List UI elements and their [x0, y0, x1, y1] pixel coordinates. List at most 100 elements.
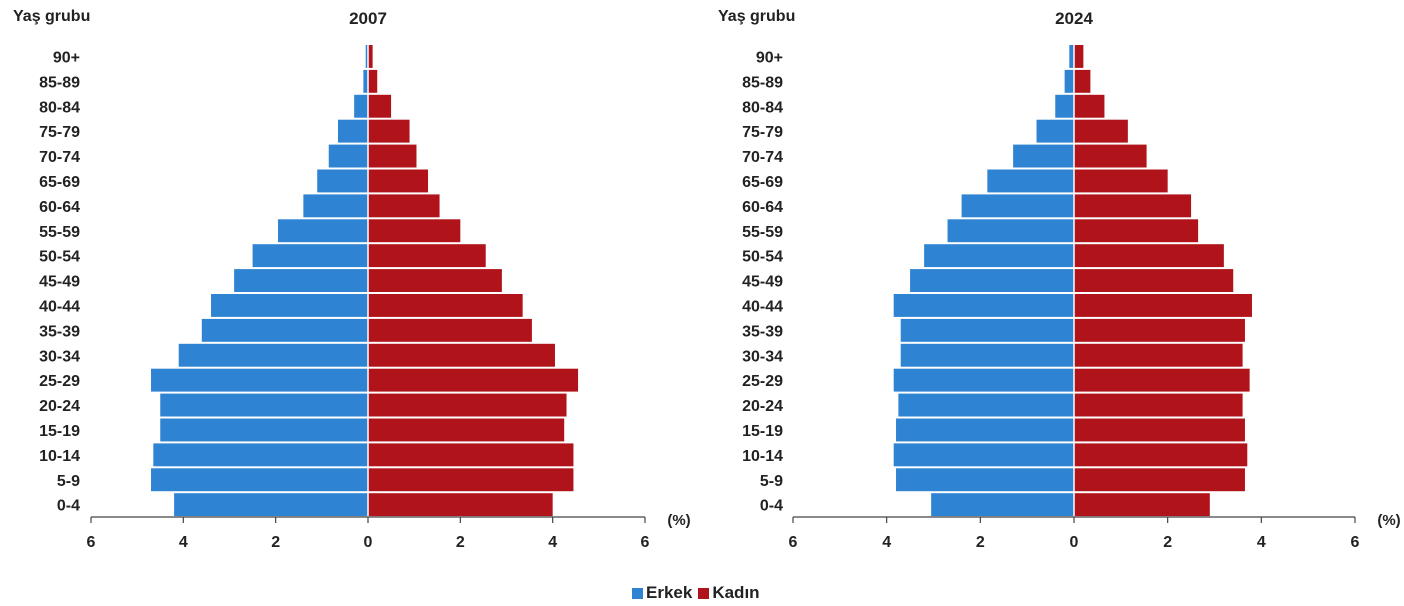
bar-kadin-85-89: [368, 69, 378, 93]
x-tick-label: 4: [179, 534, 188, 551]
bar-kadin-35-39: [1074, 318, 1245, 342]
tick-label-5-9: 5-9: [760, 473, 783, 490]
x-tick-label: 4: [1257, 534, 1266, 551]
bar-kadin-15-19: [368, 418, 565, 442]
legend-item-kadin: Kadın: [698, 583, 760, 603]
tick-label-5-9: 5-9: [57, 473, 80, 490]
bar-erkek-15-19: [160, 418, 368, 442]
tick-label-65-69: 65-69: [742, 174, 783, 191]
x-unit-label: (%): [1377, 512, 1400, 529]
tick-label-25-29: 25-29: [742, 373, 783, 390]
bar-erkek-50-54: [252, 244, 368, 268]
x-tick-label: 4: [882, 534, 891, 551]
tick-label-90+: 90+: [53, 49, 80, 66]
bar-kadin-45-49: [1074, 269, 1234, 292]
tick-label-30-34: 30-34: [742, 348, 783, 365]
x-unit-label: (%): [667, 512, 690, 529]
bar-kadin-20-24: [1074, 393, 1243, 417]
bar-kadin-30-34: [1074, 343, 1243, 367]
bar-kadin-45-49: [368, 269, 502, 292]
legend-label-kadin: Kadın: [712, 583, 760, 602]
tick-label-30-34: 30-34: [39, 348, 80, 365]
x-tick-label: 0: [364, 534, 373, 551]
tick-label-20-24: 20-24: [742, 398, 783, 415]
x-tick-label: 6: [789, 534, 798, 551]
bar-kadin-35-39: [368, 318, 532, 342]
tick-label-45-49: 45-49: [39, 274, 80, 291]
tick-label-10-14: 10-14: [742, 448, 783, 465]
bar-erkek-25-29: [893, 368, 1074, 392]
tick-label-55-59: 55-59: [39, 224, 80, 241]
bar-erkek-60-64: [961, 194, 1074, 218]
pyramid-panel-2007: 2007 Yaş grubu 90+ 85-89 80-84 75-79 70-74 65-6…: [13, 8, 691, 551]
tick-label-50-54: 50-54: [742, 249, 783, 266]
bar-kadin-90+: [1074, 45, 1084, 68]
bar-kadin-25-29: [368, 368, 579, 392]
tick-label-20-24: 20-24: [39, 398, 80, 415]
tick-label-75-79: 75-79: [39, 124, 80, 141]
bar-erkek-35-39: [201, 318, 368, 342]
bar-erkek-55-59: [947, 219, 1074, 243]
bar-kadin-65-69: [1074, 169, 1168, 193]
bar-kadin-70-74: [1074, 144, 1147, 168]
bar-erkek-20-24: [898, 393, 1074, 417]
bar-kadin-15-19: [1074, 418, 1245, 442]
bar-erkek-0-4: [931, 493, 1074, 517]
bar-erkek-70-74: [328, 144, 368, 168]
tick-label-65-69: 65-69: [39, 174, 80, 191]
bar-kadin-5-9: [1074, 468, 1245, 492]
tick-label-15-19: 15-19: [742, 423, 783, 440]
bar-erkek-85-89: [1064, 69, 1074, 93]
bar-kadin-0-4: [368, 493, 553, 517]
tick-label-45-49: 45-49: [742, 274, 783, 291]
bar-erkek-55-59: [277, 219, 368, 243]
tick-label-70-74: 70-74: [39, 149, 80, 166]
bar-erkek-40-44: [893, 294, 1074, 317]
bar-kadin-20-24: [368, 393, 567, 417]
x-tick-label: 2: [271, 534, 280, 551]
tick-label-40-44: 40-44: [39, 298, 80, 315]
legend: Erkek Kadın: [632, 583, 760, 603]
bar-kadin-60-64: [368, 194, 440, 218]
tick-label-55-59: 55-59: [742, 224, 783, 241]
bar-erkek-30-34: [178, 343, 368, 367]
tick-label-80-84: 80-84: [742, 99, 783, 116]
bar-erkek-65-69: [317, 169, 368, 193]
tick-label-70-74: 70-74: [742, 149, 783, 166]
bar-erkek-35-39: [900, 318, 1074, 342]
bar-erkek-5-9: [151, 468, 368, 492]
bar-erkek-40-44: [211, 294, 368, 317]
bar-kadin-50-54: [1074, 244, 1224, 268]
bar-erkek-75-79: [337, 119, 368, 143]
bar-kadin-75-79: [1074, 119, 1128, 143]
tick-label-25-29: 25-29: [39, 373, 80, 390]
tick-label-50-54: 50-54: [39, 249, 80, 266]
x-tick-label: 0: [1070, 534, 1079, 551]
bar-kadin-40-44: [1074, 294, 1252, 317]
bar-kadin-50-54: [368, 244, 486, 268]
tick-label-60-64: 60-64: [742, 199, 783, 216]
chart-title: 2007: [349, 9, 387, 28]
bar-kadin-75-79: [368, 119, 410, 143]
bar-erkek-10-14: [893, 443, 1074, 467]
legend-item-erkek: Erkek: [632, 583, 692, 603]
bar-kadin-65-69: [368, 169, 429, 193]
bar-erkek-60-64: [303, 194, 368, 218]
tick-label-15-19: 15-19: [39, 423, 80, 440]
y-axis-label: Yaş grubu: [13, 8, 90, 25]
bar-erkek-85-89: [363, 69, 368, 93]
bar-erkek-25-29: [151, 368, 368, 392]
tick-label-85-89: 85-89: [39, 74, 80, 91]
bar-kadin-90+: [368, 45, 373, 68]
bar-erkek-70-74: [1013, 144, 1074, 168]
x-tick-label: 2: [456, 534, 465, 551]
legend-swatch-erkek: [632, 587, 643, 599]
bar-erkek-90+: [1069, 45, 1074, 68]
bar-erkek-90+: [365, 45, 368, 68]
tick-label-0-4: 0-4: [760, 498, 783, 515]
legend-swatch-kadin: [698, 587, 710, 599]
bar-kadin-30-34: [368, 343, 555, 367]
bar-erkek-50-54: [924, 244, 1074, 268]
x-tick-label: 4: [548, 534, 557, 551]
